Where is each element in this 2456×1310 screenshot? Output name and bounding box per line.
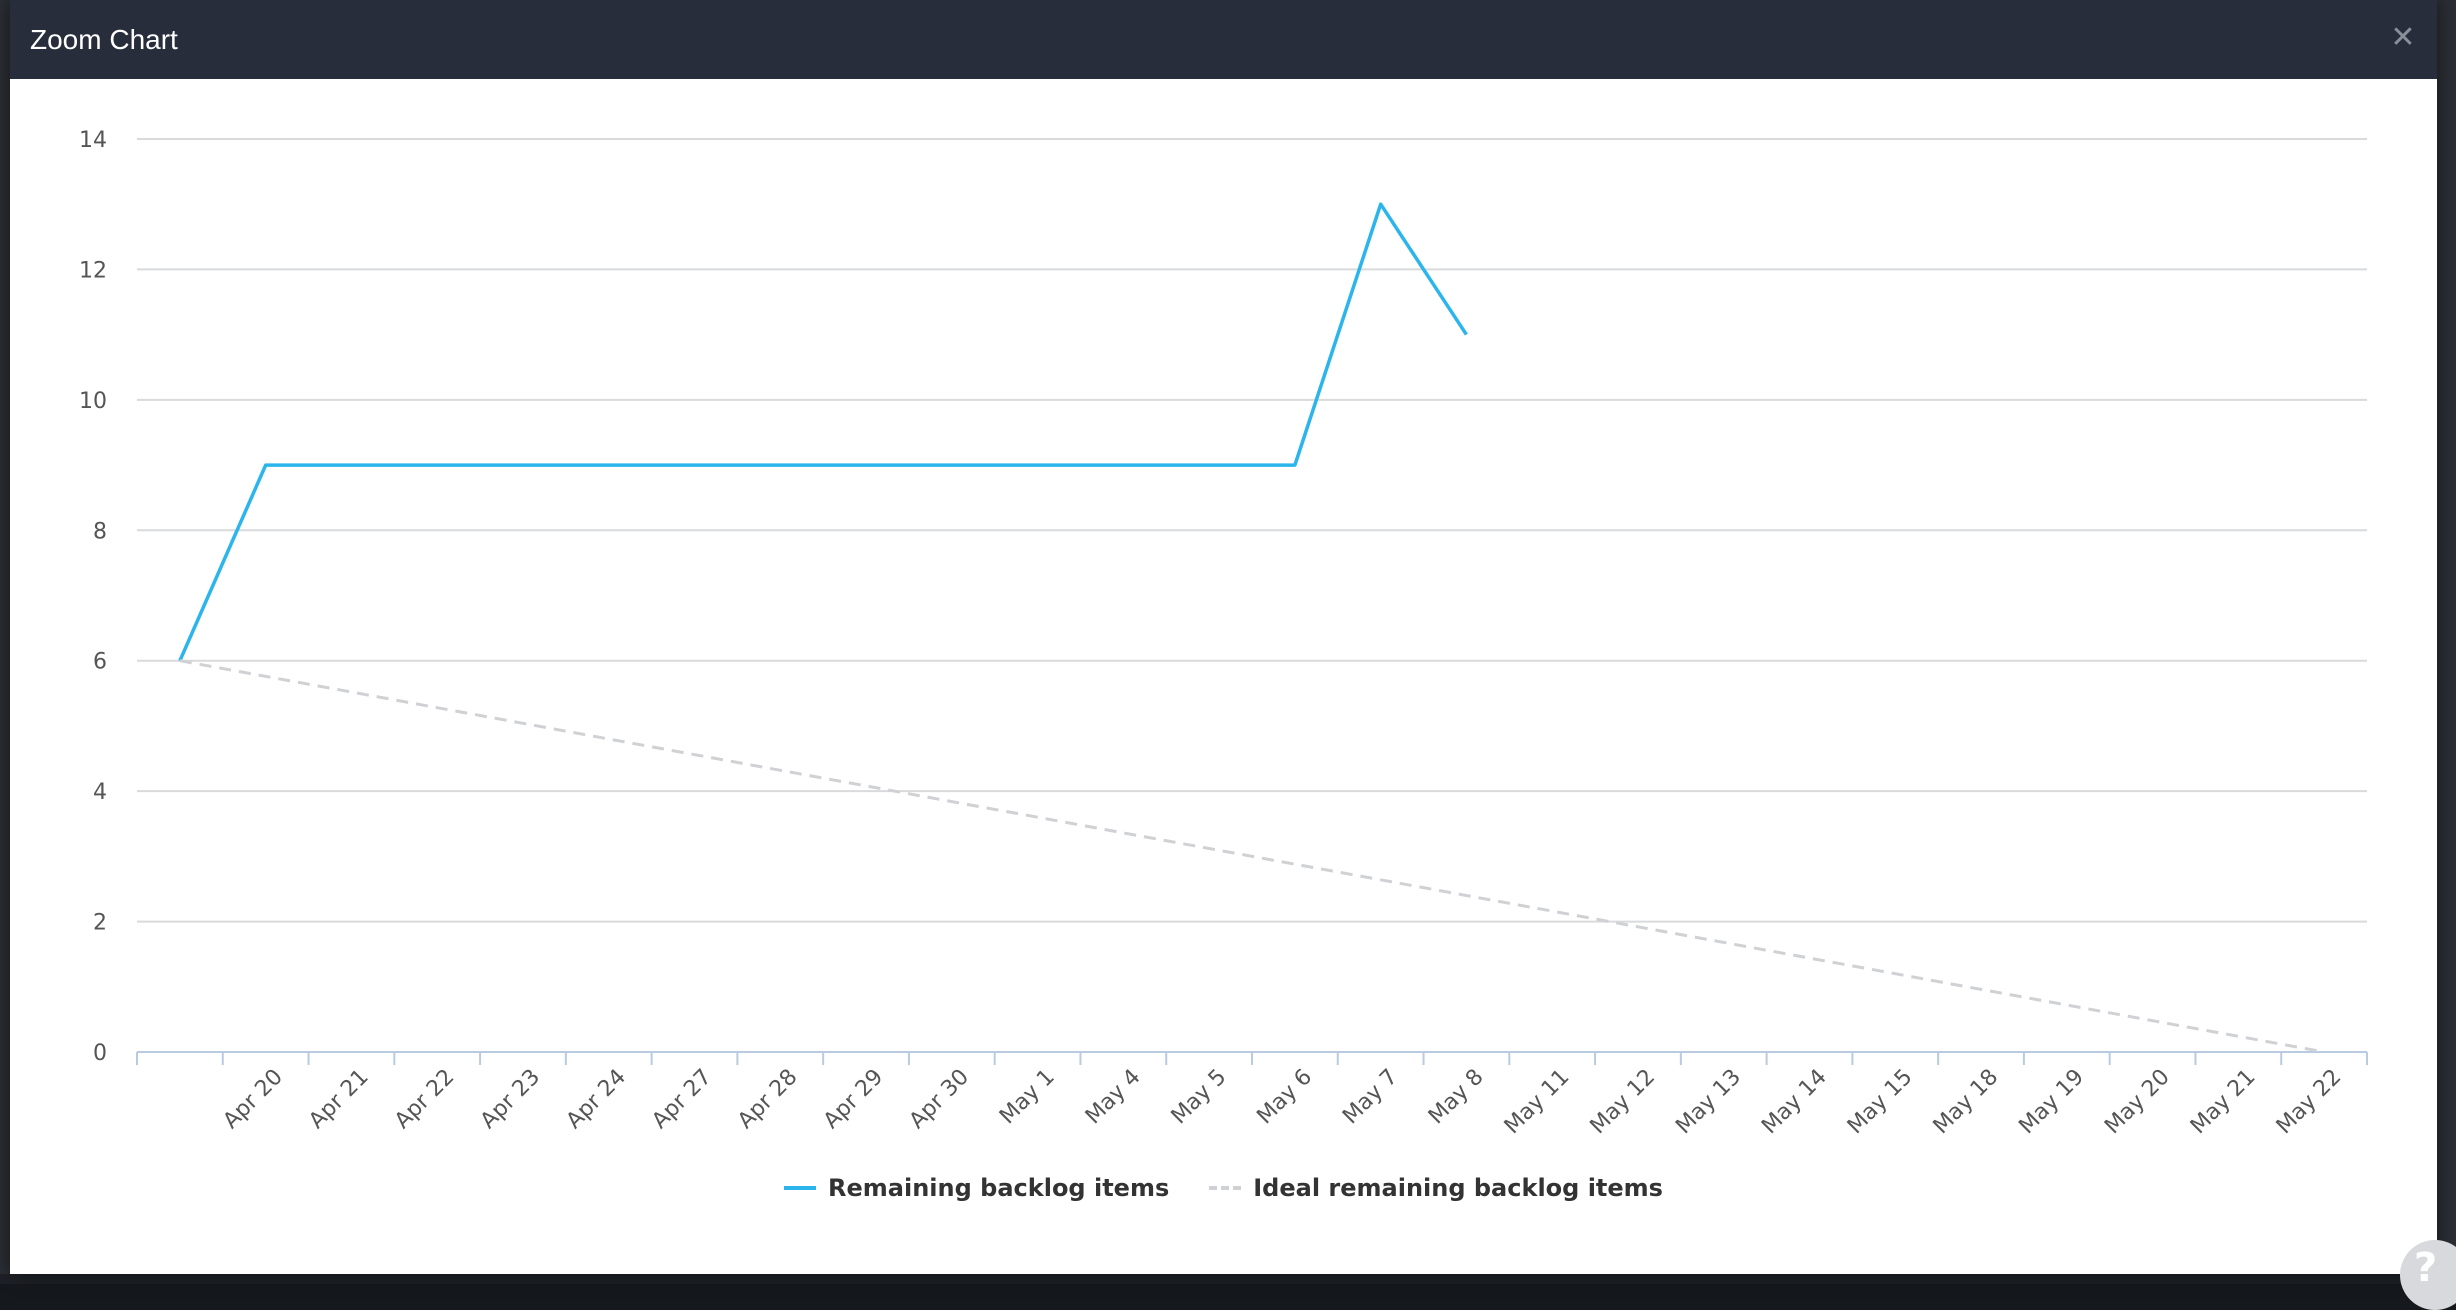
x-tick-label: May 13 — [1671, 1065, 1746, 1140]
x-tick-label: May 6 — [1252, 1065, 1317, 1130]
x-tick-label: Apr 27 — [647, 1065, 716, 1134]
x-tick-label: Apr 22 — [390, 1065, 459, 1134]
x-tick-label: May 19 — [2014, 1065, 2089, 1140]
x-tick-label: Apr 24 — [562, 1065, 631, 1134]
series-line-ideal — [179, 659, 2325, 1054]
legend-label-remaining: Remaining backlog items — [828, 1174, 1170, 1202]
x-tick-label: May 8 — [1424, 1065, 1489, 1130]
x-tick-label: Apr 30 — [905, 1065, 974, 1134]
y-tick-label: 8 — [93, 519, 107, 544]
legend-swatch-ideal — [1209, 1186, 1242, 1190]
background-app-strip — [0, 1274, 2456, 1284]
x-tick-label: May 14 — [1757, 1065, 1832, 1140]
x-tick-label: May 15 — [1843, 1065, 1918, 1140]
x-tick-label: May 5 — [1167, 1065, 1232, 1130]
y-tick-label: 4 — [93, 780, 107, 805]
y-tick-label: 10 — [79, 389, 107, 414]
x-tick-label: Apr 20 — [219, 1065, 288, 1134]
y-tick-label: 0 — [93, 1041, 107, 1066]
x-tick-label: May 12 — [1586, 1065, 1661, 1140]
chart-legend: Remaining backlog items Ideal remaining … — [10, 1168, 2437, 1208]
zoom-chart-modal: Zoom Chart ✕ 0 2 4 6 8 10 12 14 Apr 20 Apr 21 Apr … — [10, 0, 2437, 1274]
legend-item-ideal[interactable]: Ideal remaining backlog items — [1209, 1174, 1663, 1202]
x-tick-label: May 7 — [1338, 1065, 1403, 1130]
y-tick-label: 14 — [79, 128, 107, 153]
x-tick-label: May 21 — [2186, 1065, 2261, 1140]
x-tick-label: May 18 — [1929, 1065, 2004, 1140]
burndown-chart: 0 2 4 6 8 10 12 14 Apr 20 Apr 21 Apr 22 Apr 23 Apr 2… — [10, 79, 2437, 1274]
series — [178, 202, 2325, 1054]
legend-label-ideal: Ideal remaining backlog items — [1253, 1174, 1663, 1202]
x-tick-label: May 20 — [2100, 1065, 2175, 1140]
x-tick-label: Apr 23 — [476, 1065, 545, 1134]
legend-item-remaining[interactable]: Remaining backlog items — [784, 1174, 1169, 1202]
y-tick-label: 2 — [93, 911, 107, 936]
x-tick-label: Apr 28 — [733, 1065, 802, 1134]
modal-header: Zoom Chart ✕ — [10, 0, 2437, 79]
y-tick-label: 6 — [93, 650, 107, 675]
x-tick-label: May 1 — [995, 1065, 1060, 1130]
x-tick-label: May 4 — [1081, 1065, 1146, 1130]
x-tick-label: Apr 21 — [304, 1065, 373, 1134]
modal-title: Zoom Chart — [30, 24, 178, 55]
legend-swatch-remaining — [784, 1186, 817, 1190]
y-tick-label: 12 — [79, 258, 107, 283]
help-icon[interactable]: ? — [2400, 1240, 2456, 1310]
series-line-remaining — [178, 202, 1468, 662]
x-tick-label: May 22 — [2272, 1065, 2347, 1140]
x-tick-label: May 11 — [1500, 1065, 1575, 1140]
close-icon[interactable]: ✕ — [2390, 21, 2416, 54]
grid-lines — [137, 138, 2367, 1053]
x-tick-label: Apr 29 — [819, 1065, 888, 1134]
